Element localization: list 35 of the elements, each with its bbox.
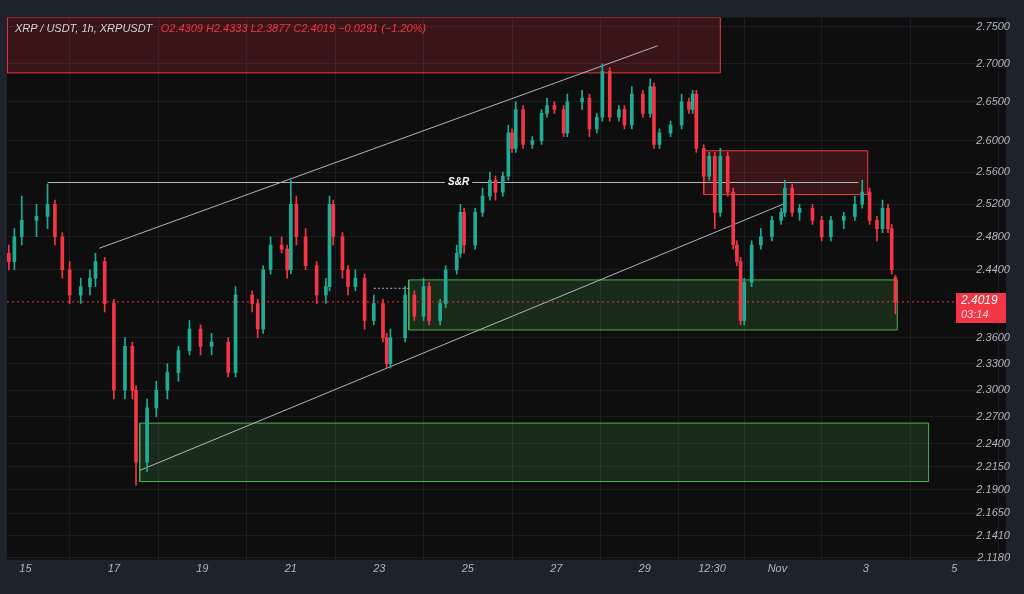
x-tick-label: 17: [107, 562, 121, 575]
y-tick-label: 2.1650: [975, 506, 1011, 519]
x-tick-label: 19: [196, 562, 209, 575]
x-tick-label: 3: [862, 562, 870, 575]
y-tick-label: 2.3300: [975, 356, 1011, 369]
x-tick-label: 15: [19, 562, 33, 575]
ref-line-label: 2.4019: [960, 293, 999, 308]
y-tick-label: 2.5200: [975, 197, 1011, 210]
y-tick-label: 2.7500: [975, 19, 1011, 32]
y-tick-label: 2.4800: [975, 229, 1011, 242]
x-tick-label: 27: [549, 562, 564, 575]
y-tick-label: 2.4400: [975, 262, 1011, 275]
y-tick-label: 2.3600: [975, 330, 1011, 343]
y-tick-label: 2.1180: [976, 550, 1011, 563]
x-tick-label: Nov: [767, 562, 789, 575]
y-tick-label: 2.2700: [975, 409, 1011, 422]
y-tick-label: 2.6000: [975, 133, 1011, 146]
chart-subtitle: O2.4309 H2.4333 L2.3877 C2.4019 −0.0291 (−1.20%): [160, 21, 427, 34]
x-tick-label: 12:30: [698, 562, 727, 575]
x-tick-label: 5: [951, 562, 959, 575]
annotation: S&R: [448, 176, 470, 188]
chart-title: XRP / USDT, 1h, XRPUSDT: [14, 21, 154, 34]
y-tick-label: 2.6500: [975, 94, 1011, 107]
y-tick-label: 2.3000: [975, 383, 1011, 396]
x-tick-label: 25: [460, 562, 475, 575]
y-tick-label: 2.1410: [975, 528, 1011, 541]
y-tick-label: 2.5600: [975, 165, 1011, 178]
annotation: 03:14: [961, 307, 989, 320]
x-tick-label: 29: [637, 562, 651, 575]
y-tick-label: 2.7000: [975, 56, 1011, 69]
x-tick-label: 21: [283, 562, 297, 575]
y-tick-label: 2.2400: [975, 436, 1011, 449]
x-tick-label: 23: [372, 562, 387, 575]
y-tick-label: 2.1900: [975, 482, 1011, 495]
y-tick-label: 2.2150: [975, 459, 1011, 472]
